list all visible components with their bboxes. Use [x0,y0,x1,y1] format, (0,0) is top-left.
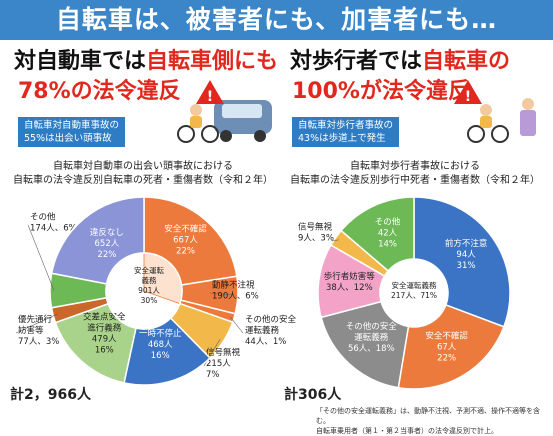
cyclist-car-illustration: ! [177,80,272,143]
right-headline-line1: 対歩行者では自転車の [290,48,510,76]
right-headline-red: 自転車の [422,49,511,74]
left-label-6: 交差点安全進行義務 479人 16% [83,312,126,356]
left-center-label: 安全運転義務 901人 30% [134,265,164,305]
banner-title: 自転車は、被害者にも、加害者にも… [0,0,553,40]
right-headline-black: 対歩行者では [290,49,423,74]
pie-chart-left: 安全不確認 667人 22% 動静不注視 190人、6% その他の安全運転義務 44人、1%… [15,196,297,386]
right-label-4: 歩行者妨害等 38人、12% [324,271,376,293]
left-total: 計2，966人 [10,387,91,403]
right-label-3: その他の安全運転義務 56人、18% [346,321,398,354]
right-label-1: 前方不注意 94人 31% [445,238,488,271]
right-label-6: その他 42人 14% [375,216,401,249]
left-leader-2 [209,292,234,296]
left-headline-line2: 78%の法令違反 [18,79,181,104]
pie-chart-right: 前方不注意 94人 31% 安全不確認 67人 22% その他の安全運転義務 56人、18% 歩… [298,196,511,390]
left-label-8: その他 174人、6% [30,212,77,234]
right-total: 計306人 [284,387,342,403]
warning-mark-right: ! [465,89,471,105]
right-subtitle-line1: 自転車対歩行者事故における [350,161,480,172]
right-leader-5 [331,239,339,242]
left-label-1: 安全不確認 667人 22% [164,223,207,256]
warning-mark: ! [207,89,213,105]
left-center-ring [105,252,183,330]
right-center-label: 安全運転義務 217人、71% [391,280,437,300]
left-leader-8 [27,224,55,291]
left-info-line2: 55%は出会い頭事故 [24,133,112,144]
footnote-line1: 「その他の安全運転義務」は、動静不注視、予測不適、操作不適等を含む。 [316,407,540,425]
left-leader-7 [15,313,58,334]
left-headline-black: 対自動車では [14,49,147,74]
left-subtitle: 自転車対自動車の出会い頭事故における 自転車の法令違反別自転車の死者・重傷者数（… [8,160,278,188]
left-info-line1: 自転車対自動車事故の [24,120,120,131]
left-label-7: 優先通行妨害等 77人、3% [18,314,59,347]
footnote: 「その他の安全運転義務」は、動静不注視、予測不適、操作不適等を含む。 自転車乗用… [316,406,553,436]
right-slice-6 [340,196,415,272]
left-label-5: 一時不停止 468人 16% [139,328,182,361]
right-info-line1: 自転車対歩行者事故の [298,120,394,131]
left-label-9: 違反なし 652人 22% [90,227,124,260]
right-info-line2: 43%は歩道上で発生 [298,133,386,144]
left-subtitle-line1: 自転車対自動車の出会い頭事故における [53,161,233,172]
left-subtitle-line2: 自転車の法令違反別自転車の死者・重傷者数（令和２年） [13,175,273,186]
left-info-box: 自転車対自動車事故の 55%は出会い頭事故 [18,117,126,147]
left-label-3: その他の安全運転義務 44人、1% [245,314,297,347]
right-headline-line2: 100%が法令違反 [292,79,470,104]
left-headline-red: 自転車側にも [146,49,279,74]
footnote-line2: 自転車乗用者（第１・第２当事者）の法令違反別で計上。 [316,427,498,435]
left-label-2: 動静不注視 190人、6% [212,280,259,302]
right-center-hole [380,259,448,327]
left-label-4: 信号無視 215人 7% [206,347,241,380]
right-label-2: 安全不確認 67人 22% [425,331,468,364]
left-leader-3 [229,316,244,334]
right-info-box: 自転車対歩行者事故の 43%は歩道上で発生 [292,117,400,147]
right-subtitle: 自転車対歩行者事故における 自転車の法令違反別歩行中死者・重傷者数（令和２年） [280,160,550,188]
right-label-5: 信号無視 9人、3% [298,222,334,244]
right-subtitle-line2: 自転車の法令違反別歩行中死者・重傷者数（令和２年） [290,175,540,186]
left-headline-line1: 対自動車では自転車側にも [14,48,278,76]
cyclist-pedestrian-illustration: ! [454,80,536,143]
